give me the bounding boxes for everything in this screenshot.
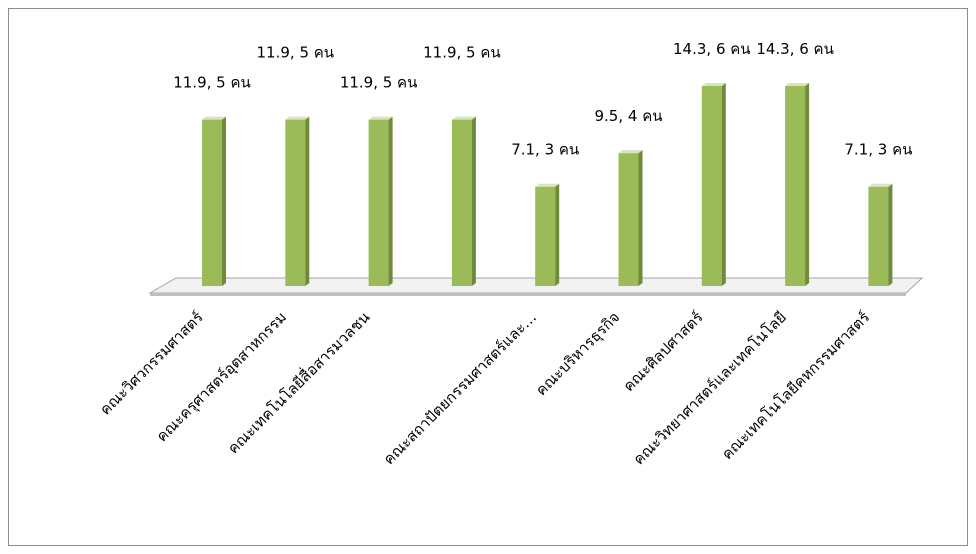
bar-side: [388, 116, 393, 286]
bar-side: [471, 116, 476, 286]
bar-side: [888, 183, 893, 286]
data-label: 14.3, 6 คน: [673, 40, 751, 58]
bar-side: [721, 83, 726, 286]
bar-side: [555, 183, 560, 286]
data-label: 7.1, 3 คน: [844, 141, 912, 159]
data-label: 11.9, 5 คน: [257, 44, 335, 62]
bar-side: [222, 116, 226, 286]
bar-front: [368, 119, 389, 286]
bar-front: [285, 119, 306, 286]
bar-front: [868, 186, 889, 286]
bar-front: [202, 119, 222, 286]
data-label: 11.9, 5 คน: [423, 44, 501, 62]
bar-front: [785, 86, 806, 286]
data-label: 14.3, 6 คน: [756, 40, 834, 58]
bar-front: [451, 119, 472, 286]
bar-front: [701, 86, 722, 286]
data-label: 11.9, 5 คน: [340, 74, 418, 92]
bar-top: [868, 183, 893, 187]
chart-frame: [8, 8, 968, 546]
bar-top: [451, 116, 476, 120]
bar-front: [535, 186, 556, 286]
data-label: 11.9, 5 คน: [173, 74, 251, 92]
bar-top: [618, 150, 643, 154]
floor-edge: [150, 293, 906, 296]
bar-top: [285, 116, 310, 120]
bar-top: [701, 83, 726, 86]
data-label: 7.1, 3 คน: [511, 141, 579, 159]
bar-top: [785, 83, 810, 86]
data-label: 9.5, 4 คน: [595, 107, 663, 125]
bar-top: [535, 183, 560, 187]
bar-side: [305, 116, 310, 286]
bar-top: [368, 116, 393, 120]
bar-front: [618, 153, 639, 286]
bar-top: [202, 116, 226, 120]
bar-side: [805, 83, 810, 286]
bar-side: [638, 150, 643, 286]
